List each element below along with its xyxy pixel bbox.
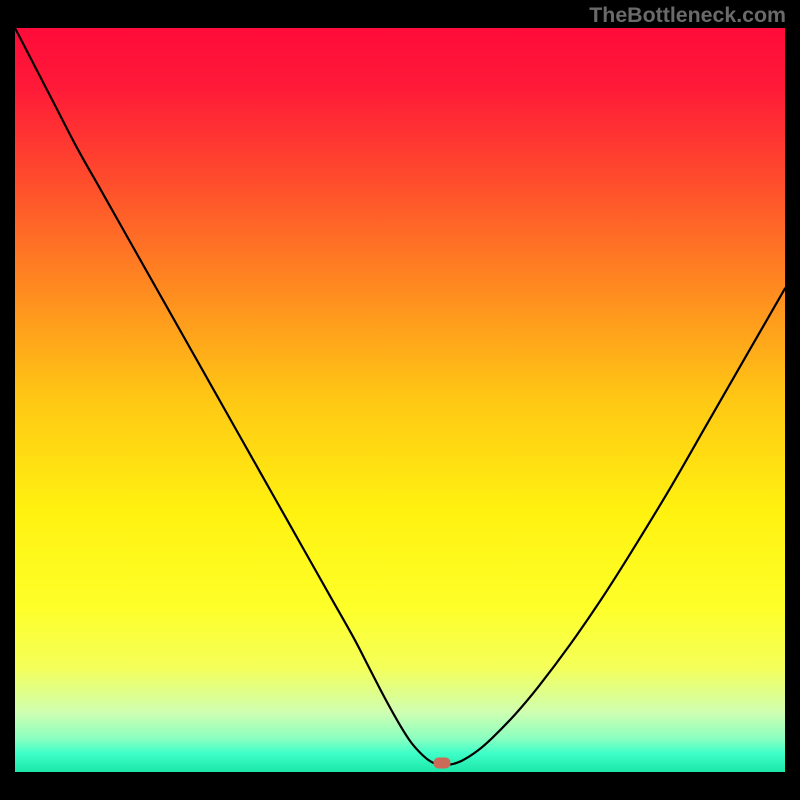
bottleneck-marker	[434, 758, 451, 769]
bottleneck-curve	[15, 28, 785, 765]
plot-area	[15, 28, 785, 772]
watermark-text: TheBottleneck.com	[589, 3, 786, 28]
chart-frame: TheBottleneck.com	[0, 0, 800, 800]
chart-svg	[15, 28, 785, 772]
